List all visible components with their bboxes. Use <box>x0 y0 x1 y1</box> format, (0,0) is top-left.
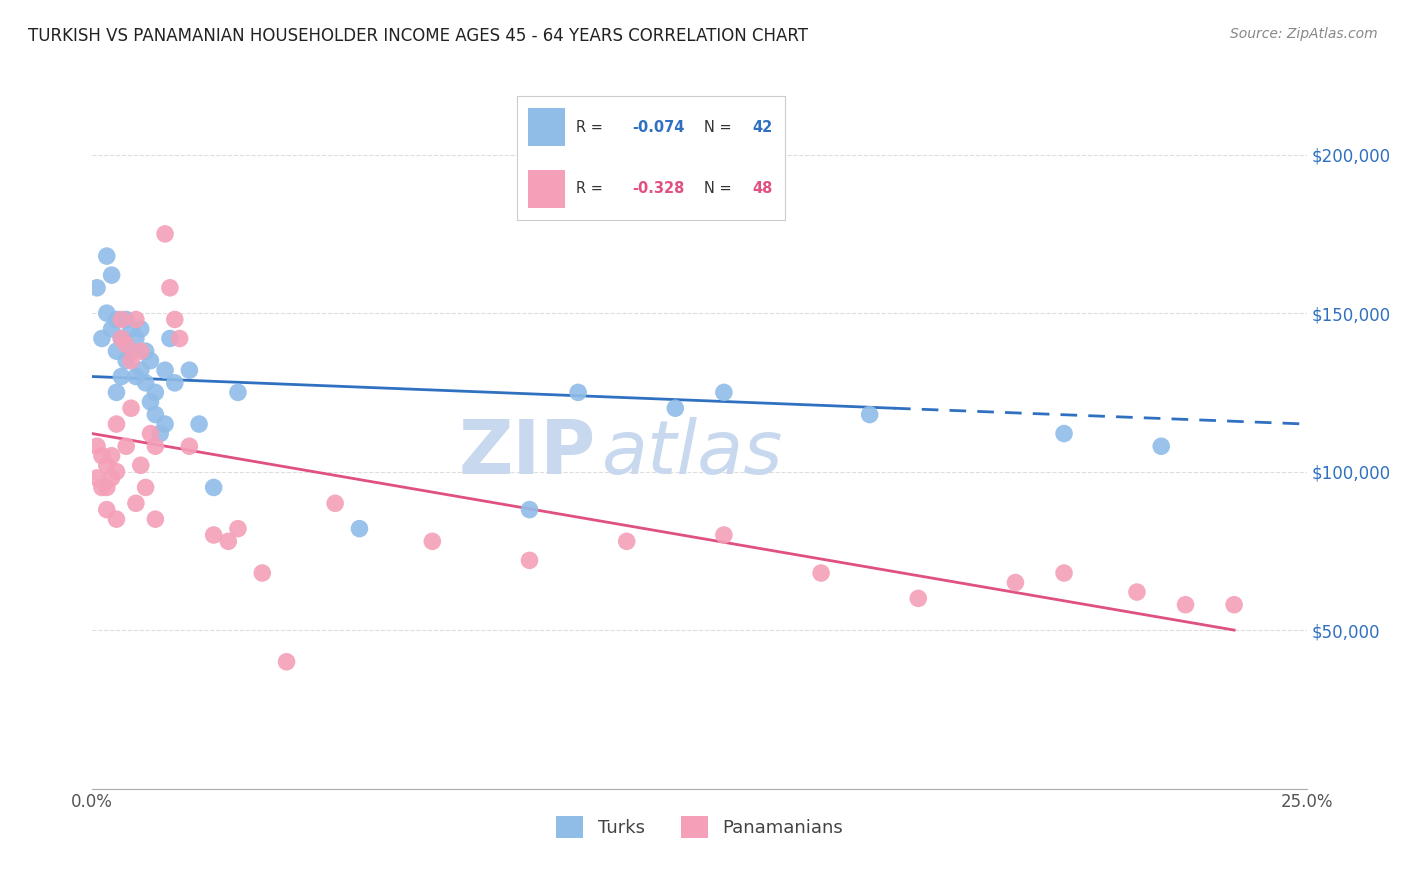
Point <box>159 331 181 345</box>
Point <box>349 522 371 536</box>
Point <box>139 426 162 441</box>
Point <box>713 385 735 400</box>
Point <box>179 363 201 377</box>
Point <box>143 408 166 422</box>
Point <box>202 480 225 494</box>
Point <box>100 449 122 463</box>
Point <box>664 401 686 416</box>
Point <box>115 338 138 352</box>
Point <box>1053 426 1076 441</box>
Point <box>139 353 162 368</box>
Point <box>202 528 225 542</box>
Point <box>567 385 589 400</box>
Point <box>96 458 118 473</box>
Point <box>125 331 148 345</box>
Point <box>125 496 148 510</box>
Point <box>616 534 638 549</box>
Point <box>163 376 186 390</box>
Point <box>143 512 166 526</box>
Point <box>226 522 249 536</box>
Point <box>115 439 138 453</box>
Text: TURKISH VS PANAMANIAN HOUSEHOLDER INCOME AGES 45 - 64 YEARS CORRELATION CHART: TURKISH VS PANAMANIAN HOUSEHOLDER INCOME… <box>28 27 808 45</box>
Point <box>519 502 541 516</box>
Point <box>120 401 142 416</box>
Point <box>120 353 142 368</box>
Point <box>120 344 142 359</box>
Point <box>153 363 176 377</box>
Point <box>129 363 152 377</box>
Point <box>810 566 832 580</box>
Point <box>188 417 211 431</box>
Point <box>159 281 181 295</box>
Legend: Turks, Panamanians: Turks, Panamanians <box>548 809 851 845</box>
Point <box>129 322 152 336</box>
Point <box>110 331 132 345</box>
Point <box>115 312 138 326</box>
Point <box>96 249 118 263</box>
Point <box>179 439 201 453</box>
Point <box>90 480 112 494</box>
Point <box>96 480 118 494</box>
Point <box>713 528 735 542</box>
Point <box>859 408 882 422</box>
Point <box>125 369 148 384</box>
Point <box>276 655 298 669</box>
Text: atlas: atlas <box>602 417 783 489</box>
Point <box>135 344 157 359</box>
Point <box>105 312 128 326</box>
Point <box>169 331 191 345</box>
Point <box>120 322 142 336</box>
Point <box>519 553 541 567</box>
Point <box>135 376 157 390</box>
Point <box>420 534 443 549</box>
Point <box>1174 598 1197 612</box>
Point <box>100 471 122 485</box>
Point <box>1053 566 1076 580</box>
Point <box>1004 575 1026 590</box>
Point <box>100 268 122 282</box>
Point <box>86 281 108 295</box>
Point <box>153 417 176 431</box>
Point <box>105 417 128 431</box>
Point <box>153 227 176 241</box>
Point <box>143 385 166 400</box>
Point <box>125 312 148 326</box>
Text: ZIP: ZIP <box>460 417 596 490</box>
Point <box>86 471 108 485</box>
Point <box>90 331 112 345</box>
Point <box>149 426 172 441</box>
Point <box>129 458 152 473</box>
Point <box>96 306 118 320</box>
Point <box>143 439 166 453</box>
Point <box>105 344 128 359</box>
Point <box>100 322 122 336</box>
Point <box>105 465 128 479</box>
Point <box>96 502 118 516</box>
Point <box>139 395 162 409</box>
Point <box>1223 598 1246 612</box>
Point <box>226 385 249 400</box>
Point <box>129 344 152 359</box>
Point <box>110 369 132 384</box>
Point <box>105 385 128 400</box>
Point <box>1150 439 1173 453</box>
Point <box>252 566 274 580</box>
Point <box>907 591 929 606</box>
Point <box>1126 585 1149 599</box>
Point <box>217 534 239 549</box>
Point <box>86 439 108 453</box>
Point <box>323 496 346 510</box>
Point <box>163 312 186 326</box>
Point <box>110 331 132 345</box>
Point <box>115 353 138 368</box>
Point <box>90 449 112 463</box>
Point <box>110 312 132 326</box>
Point <box>105 512 128 526</box>
Point <box>135 480 157 494</box>
Text: Source: ZipAtlas.com: Source: ZipAtlas.com <box>1230 27 1378 41</box>
